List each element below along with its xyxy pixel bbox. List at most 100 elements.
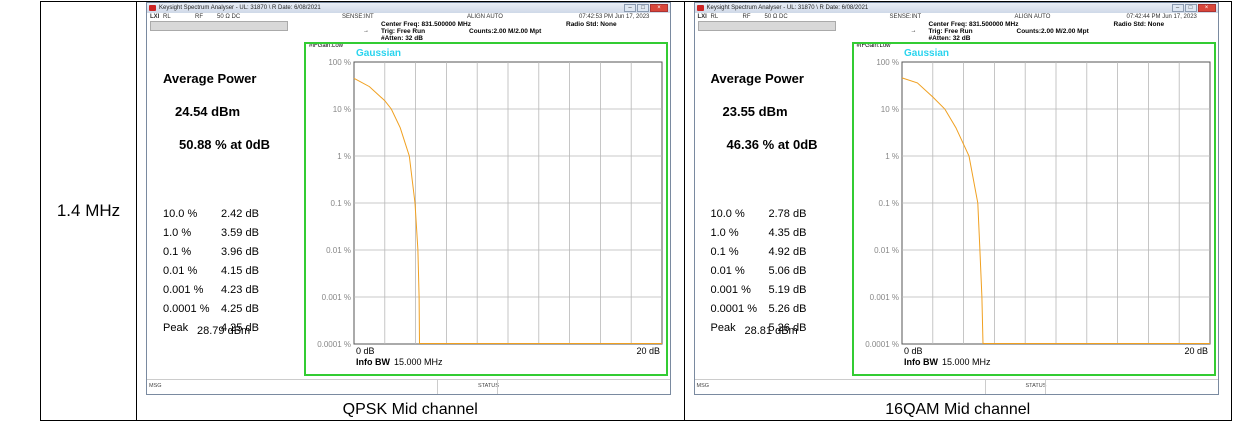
stat-row: 0.01 % 5.06 dB	[711, 265, 841, 279]
maximize-icon[interactable]: □	[1184, 4, 1197, 12]
align-label: ALIGN AUTO	[1014, 14, 1051, 20]
y-tick-label: 100 %	[328, 58, 351, 67]
stat-value: 2.78 dB	[768, 208, 807, 220]
rf-label: RF	[742, 14, 751, 20]
y-tick-label: 10 %	[333, 105, 351, 114]
y-tick-label: 1 %	[337, 152, 351, 161]
stat-value: 4.23 dB	[221, 284, 259, 296]
minimize-icon[interactable]: –	[1171, 4, 1184, 12]
center-freq: Center Freq: 831.500000 MHz	[381, 21, 471, 28]
stat-probability: 0.01 %	[163, 265, 198, 277]
status-label: STATUS	[478, 383, 499, 389]
window-title: Keysight Spectrum Analyser - UL: 31870 \…	[159, 5, 321, 11]
stat-row: 0.1 % 3.96 dB	[163, 246, 293, 260]
panel-cell-qpsk: Keysight Spectrum Analyser - UL: 31870 \…	[136, 1, 685, 421]
msg-label: MSG	[696, 383, 710, 389]
stat-value: 2.42 dB	[221, 208, 259, 220]
average-power-dbm: 24.54 dBm	[175, 104, 241, 119]
timestamp: 07:42:53 PM Jun 17, 2023	[579, 14, 650, 20]
settings-bar: LXI RL RF 50 Ω DC SENSE:INT ALIGN AUTO 0…	[147, 13, 670, 21]
y-tick-label: 0.0001 %	[317, 340, 351, 349]
timestamp: 07:42:44 PM Jun 17, 2023	[1126, 14, 1197, 20]
app-icon	[696, 5, 704, 11]
panel-caption: QPSK Mid channel	[342, 401, 478, 418]
align-label: ALIGN AUTO	[467, 14, 503, 20]
info-bw-value: 15.000 MHz	[942, 357, 991, 367]
x-end-label: 20 dB	[636, 346, 660, 356]
app-icon	[149, 5, 156, 11]
chart-title: Gaussian	[904, 48, 949, 59]
sense-label: SENSE:INT	[342, 14, 374, 20]
info-bw-label: Info BW	[904, 357, 938, 367]
marker-readout-box	[697, 21, 836, 31]
panel-cell-16qam: Keysight Spectrum Analyser - UL: 31870 \…	[683, 1, 1232, 421]
status-bar: MSG STATUS	[694, 379, 1218, 394]
ccdf-plot-frame: Gaussian 100 % 10 % 1 % 0.1 % 0.01 % 0.001 % 0.…	[304, 42, 668, 376]
y-tick-label: 0.01 %	[326, 246, 351, 255]
y-tick-label: 1 %	[885, 152, 899, 161]
y-tick-label: 0.001 %	[869, 293, 898, 302]
stat-value: 3.96 dB	[221, 246, 259, 258]
stat-probability: 1.0 %	[710, 227, 739, 239]
marker-readout-box	[150, 21, 288, 31]
stat-row: Peak 4.25 dB	[163, 322, 293, 336]
close-icon[interactable]: ×	[1197, 4, 1216, 12]
stat-probability: Peak	[710, 322, 736, 334]
ccdf-chart: Gaussian 100 % 10 % 1 % 0.1 % 0.01 % 0.001 % 0.…	[865, 48, 1210, 367]
stat-value: 5.06 dB	[768, 265, 807, 277]
stat-probability: 0.0001 %	[163, 303, 210, 315]
peak-power-dbm: 28.79 dBm	[197, 325, 251, 337]
stat-row: 0.0001 % 5.26 dB	[711, 303, 841, 317]
peak-power-dbm: 28.81 dBm	[744, 325, 798, 337]
close-icon[interactable]: ×	[650, 4, 668, 12]
window-titlebar: Keysight Spectrum Analyser - UL: 31870 \…	[147, 3, 670, 13]
lxi-icon: LXI	[150, 14, 160, 20]
radio-standard: Radio Std: None	[566, 21, 617, 28]
trig-arrow-icon: →	[363, 28, 369, 34]
attenuation: #Atten: 32 dB	[928, 35, 971, 42]
attenuation: #Atten: 32 dB	[381, 35, 423, 42]
msg-label: MSG	[149, 383, 162, 389]
average-power-dbm: 23.55 dBm	[722, 104, 788, 119]
window-controls: – □ ×	[624, 4, 668, 12]
status-divider	[1044, 380, 1046, 394]
x-start-label: 0 dB	[904, 346, 923, 356]
if-gain: #IFGain:Low	[309, 43, 344, 49]
average-power-heading: Average Power	[163, 71, 257, 86]
status-divider	[497, 380, 498, 394]
counts-readout: Counts:2.00 M/2.00 Mpt	[1016, 28, 1089, 35]
y-tick-label: 10 %	[880, 105, 898, 114]
stat-row: 10.0 % 2.78 dB	[711, 208, 841, 222]
chart-title: Gaussian	[356, 48, 401, 59]
lxi-icon: LXI	[697, 14, 707, 20]
center-freq: Center Freq: 831.500000 MHz	[928, 21, 1019, 28]
stat-probability: 10.0 %	[710, 208, 745, 220]
stat-probability: Peak	[163, 322, 189, 334]
trig-arrow-icon: →	[910, 28, 917, 34]
rl-label: RL	[710, 14, 719, 20]
stat-value: 4.25 dB	[221, 322, 259, 334]
window-title: Keysight Spectrum Analyser - UL: 31870 \…	[706, 5, 869, 11]
results-panel: Average Power 24.54 dBm 50.88 % at 0dB 1…	[147, 43, 302, 373]
table-row: 1.4 MHz Keysight Spectrum Analyser - UL:…	[40, 1, 1232, 421]
y-tick-label: 100 %	[876, 58, 899, 67]
if-gain: #IFGain:Low	[856, 43, 891, 49]
info-bw-value: 15.000 MHz	[394, 357, 443, 367]
ccdf-trace	[901, 77, 983, 345]
stat-value: 5.26 dB	[768, 303, 807, 315]
stat-probability: 1.0 %	[163, 227, 192, 239]
counts-readout: Counts:2.00 M/2.00 Mpt	[469, 28, 542, 35]
average-power-heading: Average Power	[710, 71, 804, 86]
y-tick-label: 0.0001 %	[865, 340, 899, 349]
stat-value: 4.25 dB	[221, 303, 259, 315]
minimize-icon[interactable]: –	[624, 4, 636, 12]
y-tick-label: 0.01 %	[874, 246, 899, 255]
settings-bar: LXI RL RF 50 Ω DC SENSE:INT ALIGN AUTO 0…	[695, 13, 1218, 21]
ccdf-chart: Gaussian 100 % 10 % 1 % 0.1 % 0.01 % 0.001 % 0.…	[317, 48, 663, 367]
stat-value: 4.92 dB	[768, 246, 807, 258]
average-power-percent: 46.36 % at 0dB	[726, 137, 818, 152]
impedance-label: 50 Ω DC	[217, 14, 241, 20]
maximize-icon[interactable]: □	[637, 4, 649, 12]
ccdf-trace	[353, 77, 420, 345]
stat-value: 5.26 dB	[768, 322, 807, 334]
